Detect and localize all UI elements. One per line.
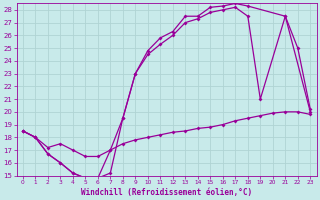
X-axis label: Windchill (Refroidissement éolien,°C): Windchill (Refroidissement éolien,°C) bbox=[81, 188, 252, 197]
